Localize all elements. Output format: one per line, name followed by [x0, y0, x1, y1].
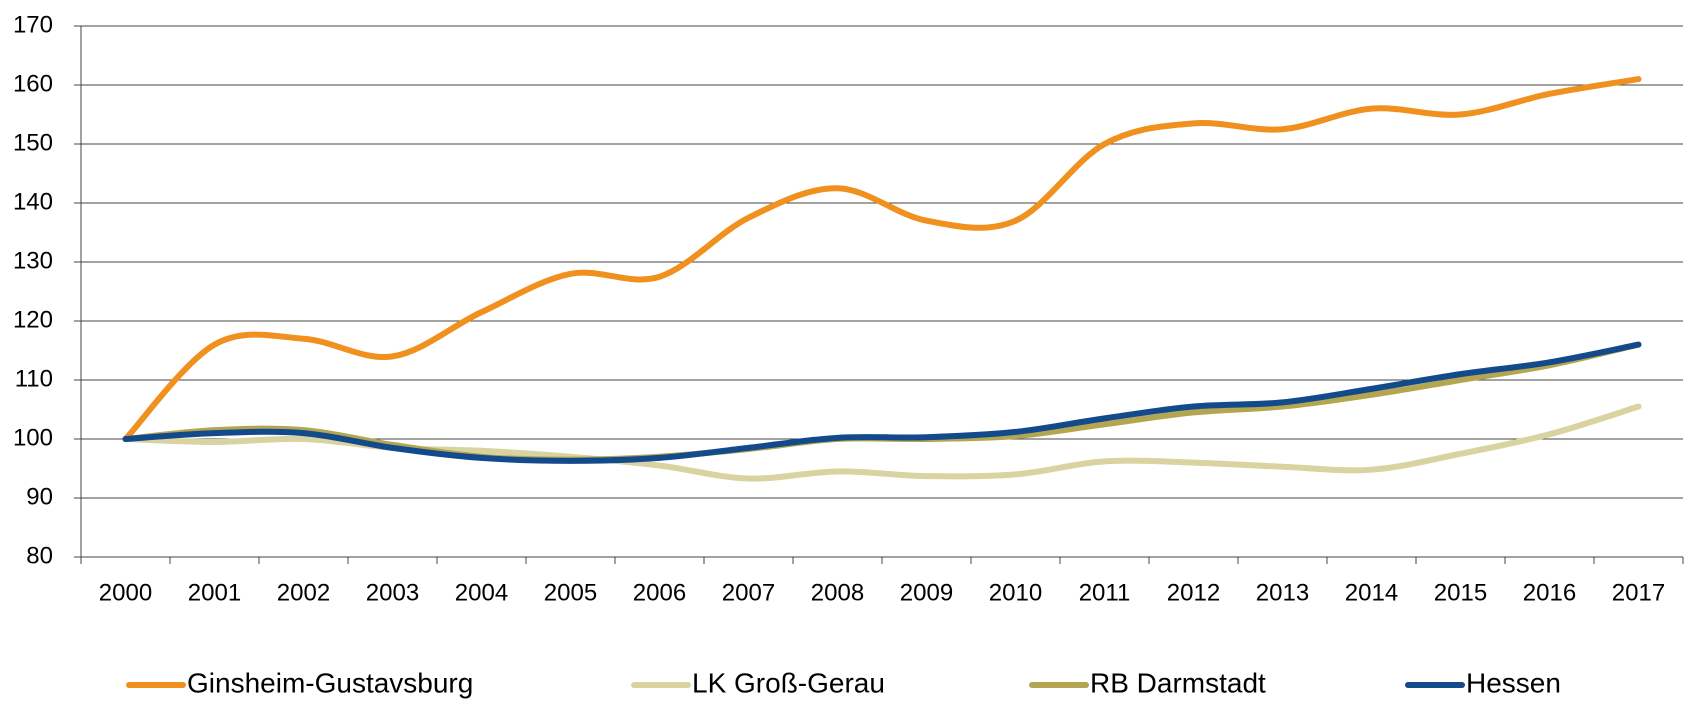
y-tick-label: 100: [13, 424, 53, 451]
x-tick-label: 2003: [366, 579, 419, 606]
series-line: [122, 341, 1642, 464]
x-tick-label: 2011: [1079, 579, 1131, 606]
x-tick-label: 2017: [1612, 579, 1665, 606]
y-tick-label: 90: [26, 483, 53, 510]
x-tick-label: 2008: [811, 579, 864, 606]
x-tick-label: 2016: [1523, 579, 1576, 606]
legend-label: RB Darmstadt: [1090, 667, 1266, 698]
x-tick-label: 2007: [722, 579, 775, 606]
x-tick-label: 2004: [455, 579, 508, 606]
x-tick-label: 2002: [277, 579, 330, 606]
x-tick-label: 2000: [99, 579, 152, 606]
x-tick-label: 2001: [188, 579, 241, 606]
legend-label: LK Groß-Gerau: [692, 667, 885, 698]
x-tick-label: 2014: [1345, 579, 1398, 606]
x-tick-label: 2006: [633, 579, 686, 606]
y-tick-label: 170: [13, 11, 53, 38]
y-tick-label: 120: [13, 306, 53, 333]
x-tick-label: 2010: [989, 579, 1042, 606]
series-line: [122, 76, 1642, 442]
x-tick-label: 2015: [1434, 579, 1487, 606]
x-tick-label: 2005: [544, 579, 597, 606]
x-tick-label: 2013: [1256, 579, 1309, 606]
x-tick-label: 2009: [900, 579, 953, 606]
y-tick-label: 130: [13, 247, 53, 274]
y-tick-label: 110: [15, 365, 53, 392]
x-tick-label: 2012: [1167, 579, 1220, 606]
legend-label: Hessen: [1466, 667, 1561, 698]
legend-label: Ginsheim-Gustavsburg: [187, 667, 473, 698]
y-tick-label: 150: [13, 129, 53, 156]
y-tick-label: 140: [13, 188, 53, 215]
y-tick-label: 160: [13, 70, 53, 97]
y-tick-label: 80: [26, 542, 53, 569]
